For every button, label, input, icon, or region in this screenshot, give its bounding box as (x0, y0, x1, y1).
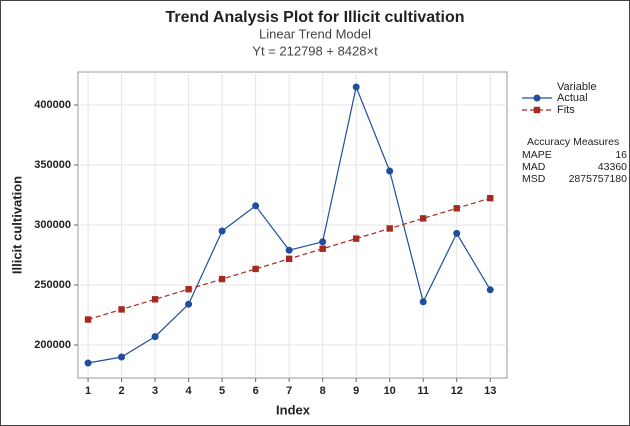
x-tick-label: 8 (320, 385, 326, 397)
x-tick-label: 2 (119, 385, 125, 397)
data-point (352, 235, 360, 242)
data-point (185, 285, 192, 293)
legend-marker (533, 106, 541, 114)
data-point (352, 83, 360, 91)
y-tick-label: 400000 (34, 99, 71, 111)
data-point (252, 265, 259, 273)
x-tick-label: 5 (219, 385, 225, 397)
legend-marker (533, 94, 541, 102)
data-point (218, 275, 226, 283)
x-tick-label: 4 (186, 385, 193, 397)
data-point (218, 227, 226, 235)
data-point (453, 229, 461, 237)
data-point (453, 205, 460, 212)
data-point (118, 353, 126, 361)
accuracy-value: 2875757180 (569, 173, 628, 185)
data-point (419, 298, 427, 306)
x-tick-label: 7 (286, 385, 292, 397)
x-tick-label: 9 (353, 385, 359, 397)
data-point (319, 245, 326, 252)
data-point (118, 306, 125, 313)
data-point (319, 238, 327, 246)
accuracy-value: 16 (615, 149, 627, 161)
x-tick-label: 1 (85, 385, 91, 397)
accuracy-value: 43360 (598, 161, 627, 173)
x-tick-label: 3 (152, 385, 158, 397)
y-tick-label: 300000 (34, 219, 71, 231)
legend-title: Variable (557, 81, 597, 93)
y-axis-label: Illicit cultivation (9, 176, 24, 274)
y-tick-label: 250000 (34, 279, 71, 291)
accuracy-label: MSD (522, 173, 546, 185)
accuracy-title: Accuracy Measures (527, 136, 619, 148)
data-point (420, 215, 427, 222)
data-point (84, 359, 92, 367)
data-point (487, 194, 494, 202)
legend-label: Fits (557, 104, 575, 116)
data-point (151, 296, 159, 303)
data-point (285, 246, 293, 254)
data-point (151, 333, 159, 341)
x-tick-label: 6 (253, 385, 259, 397)
x-axis-label: Index (276, 402, 311, 417)
accuracy-label: MAPE (522, 149, 552, 161)
y-tick-label: 350000 (34, 159, 71, 171)
chart-title: Trend Analysis Plot for Illicit cultivat… (165, 9, 464, 26)
x-tick-label: 13 (484, 385, 496, 397)
data-point (185, 300, 193, 308)
data-point (386, 167, 394, 175)
data-point (252, 202, 260, 210)
subtitle: Linear Trend Model (259, 26, 371, 41)
legend-label: Actual (557, 92, 588, 104)
data-point (386, 225, 393, 232)
subtitle: Yt = 212798 + 8428×t (252, 43, 378, 58)
x-tick-label: 11 (417, 385, 429, 397)
y-tick-label: 200000 (34, 339, 71, 351)
data-point (285, 255, 293, 263)
data-point (486, 286, 494, 294)
x-tick-label: 12 (451, 385, 463, 397)
data-point (84, 316, 92, 323)
x-tick-label: 10 (384, 385, 396, 397)
accuracy-label: MAD (522, 161, 546, 173)
